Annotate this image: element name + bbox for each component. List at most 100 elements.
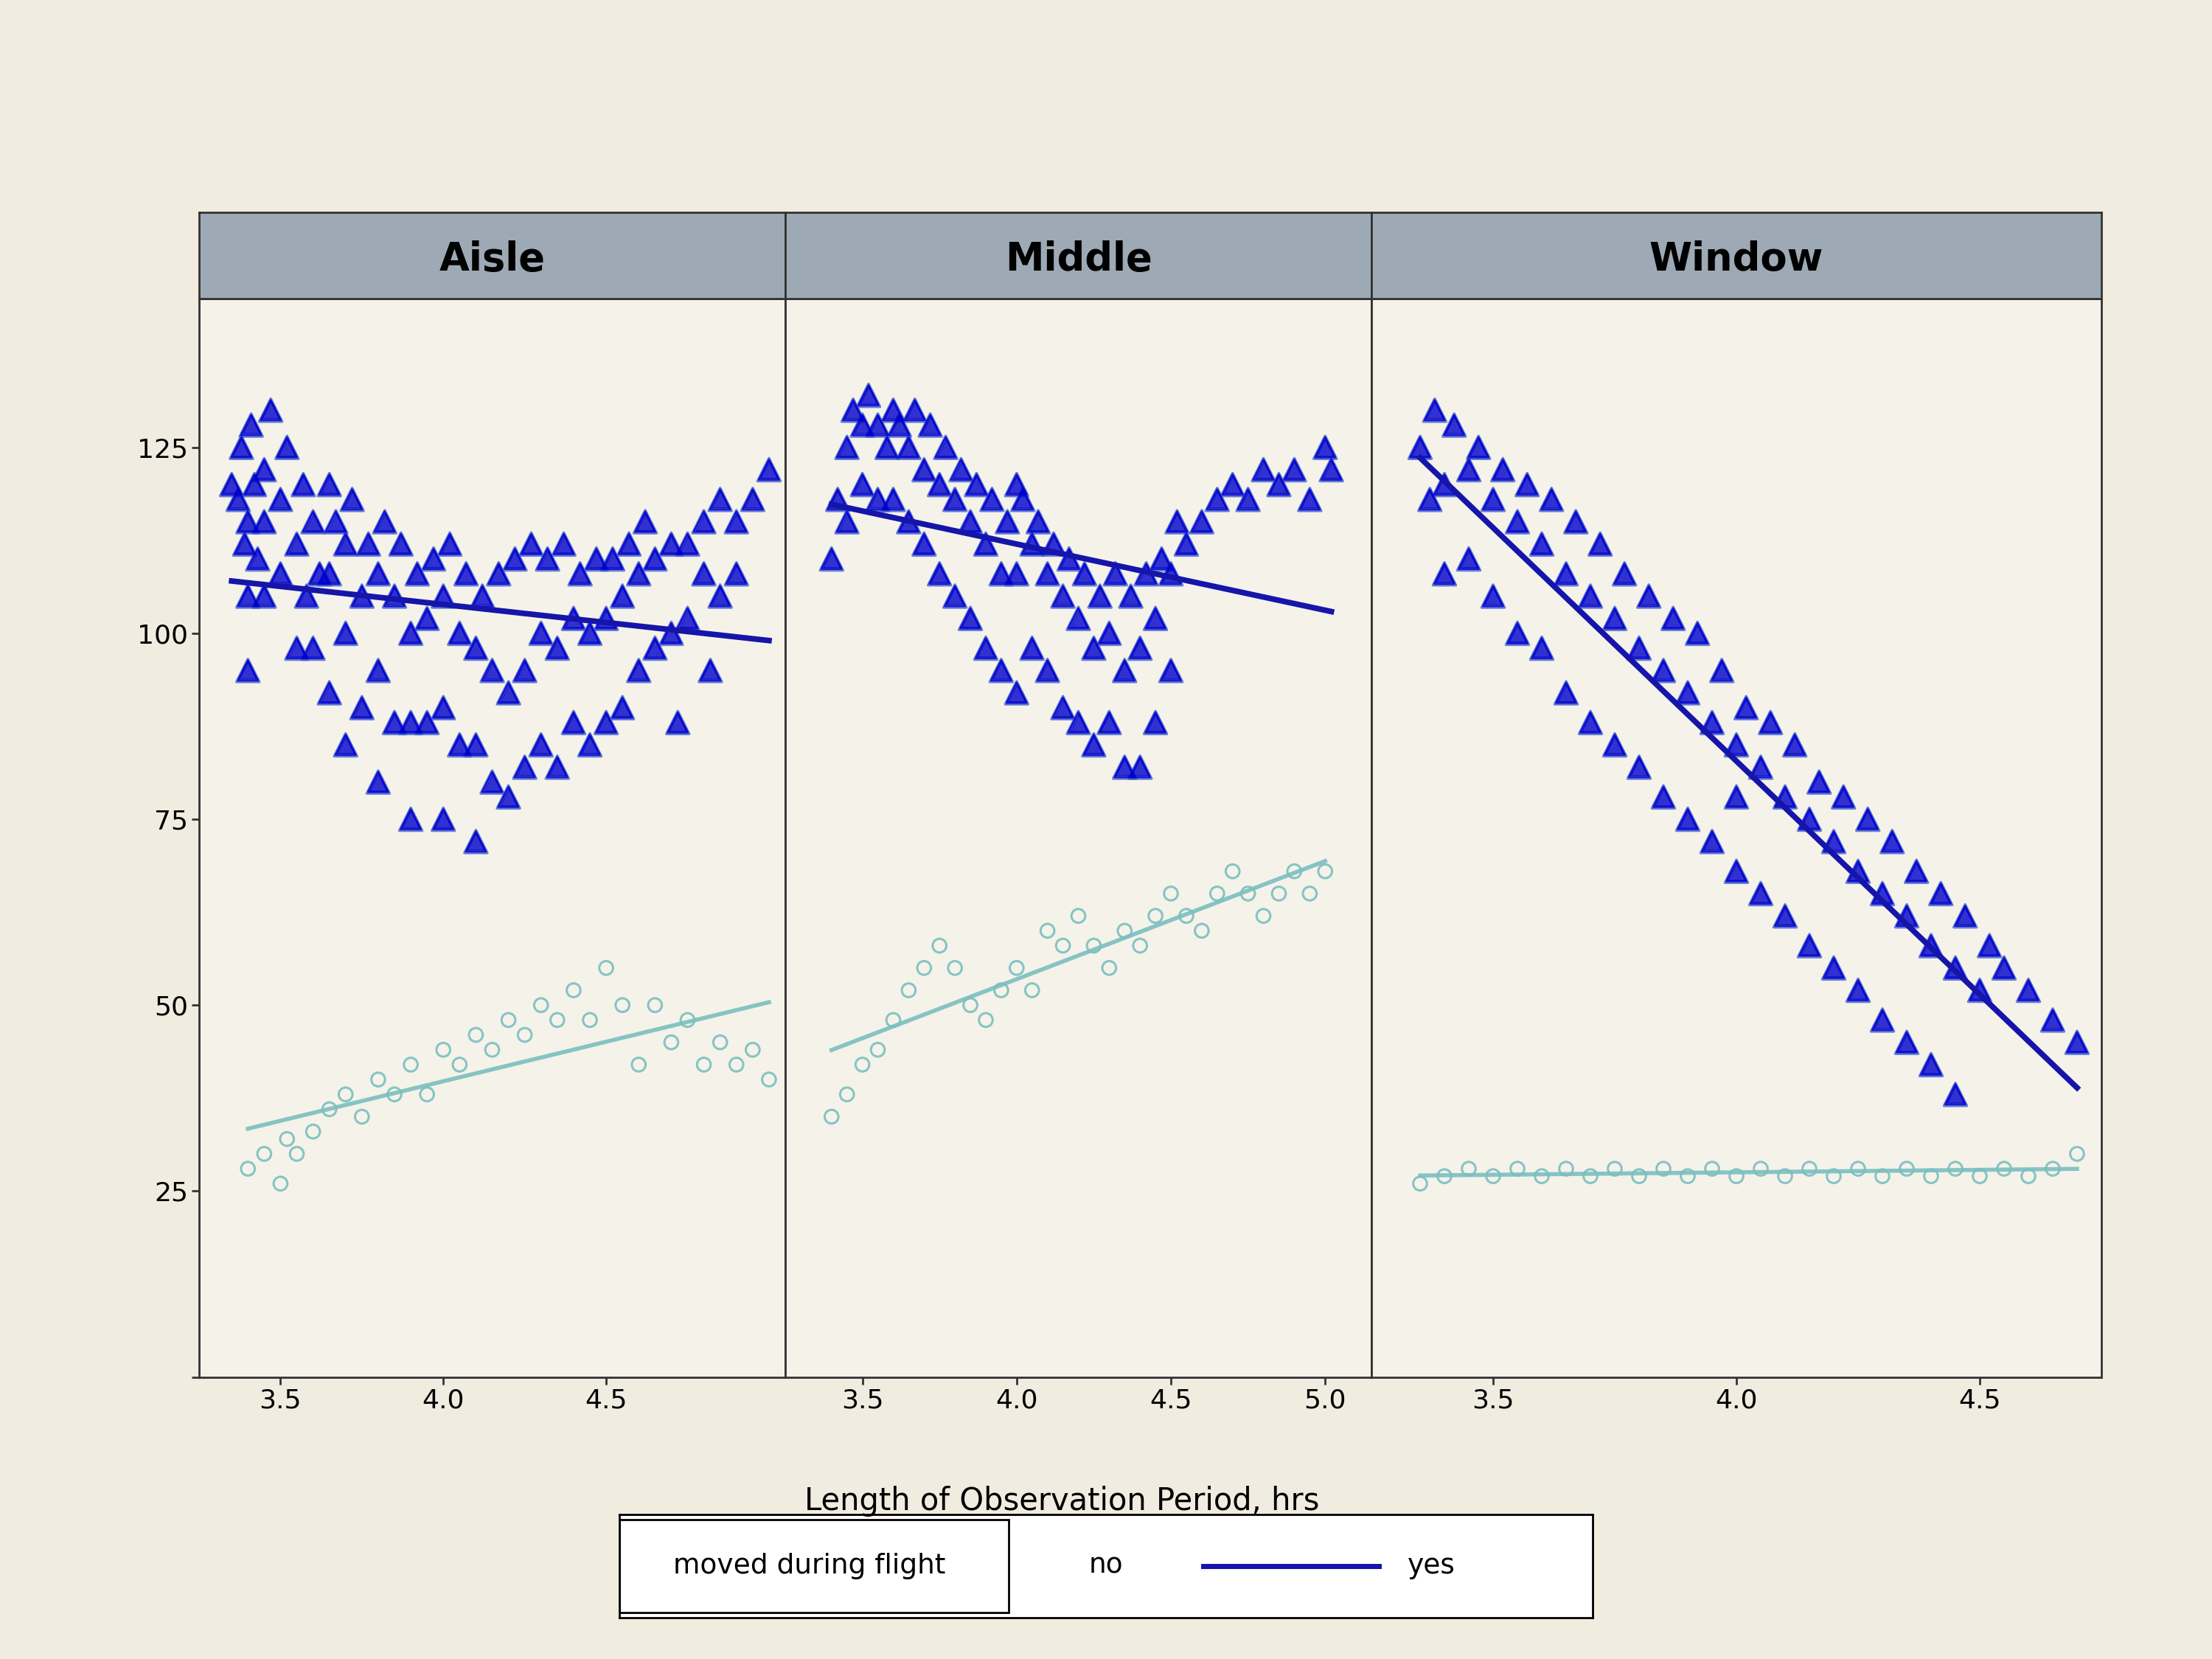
Point — [860, 411, 896, 438]
Point — [852, 382, 887, 408]
Point — [1500, 508, 1535, 534]
Point — [719, 508, 754, 534]
Point — [301, 561, 336, 587]
Point — [876, 486, 911, 513]
Point — [573, 732, 608, 758]
Point — [1484, 456, 1520, 483]
Point — [416, 546, 451, 572]
Point — [361, 561, 396, 587]
Point — [1913, 932, 1949, 959]
Point — [719, 561, 754, 587]
Point — [1889, 1155, 1924, 1181]
Point — [2035, 1007, 2070, 1034]
Point — [409, 1082, 445, 1108]
Point — [876, 1007, 911, 1034]
Point — [1183, 508, 1219, 534]
Point — [1719, 858, 1754, 884]
Point — [588, 606, 624, 632]
Point — [1938, 954, 1973, 980]
Point — [830, 508, 865, 534]
Point — [703, 582, 739, 609]
Point — [491, 783, 526, 810]
Point — [1719, 1163, 1754, 1190]
Point — [345, 695, 380, 722]
Point — [1898, 858, 1933, 884]
Point — [1719, 783, 1754, 810]
Point — [1792, 1155, 1827, 1181]
Point — [969, 531, 1004, 557]
Point — [270, 435, 305, 461]
Point — [891, 435, 927, 461]
Point — [1840, 977, 1876, 1004]
Point — [836, 397, 872, 423]
Point — [1137, 710, 1172, 737]
Point — [367, 508, 403, 534]
Point — [989, 508, 1024, 534]
Point — [1719, 783, 1754, 810]
Point — [1097, 561, 1133, 587]
Point — [876, 397, 911, 423]
Point — [1670, 806, 1705, 833]
Point — [1035, 531, 1071, 557]
Point — [1849, 806, 1885, 833]
Point — [442, 732, 478, 758]
Point — [1091, 710, 1126, 737]
Point — [969, 635, 1004, 662]
Point — [734, 486, 770, 513]
Point — [953, 606, 989, 632]
Point — [290, 582, 325, 609]
Point — [223, 435, 259, 461]
Point — [555, 977, 591, 1004]
Point — [1679, 620, 1714, 647]
Point — [425, 582, 460, 609]
Point — [312, 561, 347, 587]
Point — [1898, 858, 1933, 884]
Point — [345, 1103, 380, 1130]
Point — [1484, 456, 1520, 483]
Point — [555, 710, 591, 737]
Point — [1051, 546, 1086, 572]
Point — [752, 456, 787, 483]
Point — [1670, 806, 1705, 833]
Point — [1015, 635, 1051, 662]
Point — [498, 546, 533, 572]
Point — [860, 1037, 896, 1063]
Point — [1137, 710, 1172, 737]
Point — [1062, 606, 1097, 632]
Point — [312, 680, 347, 707]
Point — [383, 531, 418, 557]
Point — [319, 508, 354, 534]
Point — [442, 620, 478, 647]
Point — [1451, 456, 1486, 483]
Point — [1000, 954, 1035, 980]
Point — [1816, 828, 1851, 854]
Point — [637, 546, 672, 572]
Point — [1573, 1163, 1608, 1190]
Point — [1849, 806, 1885, 833]
Point — [234, 411, 270, 438]
Point — [1621, 635, 1657, 662]
Point — [2035, 1007, 2070, 1034]
Point — [670, 531, 706, 557]
Point — [1889, 1029, 1924, 1055]
Point — [907, 456, 942, 483]
Point — [573, 620, 608, 647]
Point — [719, 1052, 754, 1078]
Point — [1646, 1155, 1681, 1181]
Point — [1000, 561, 1035, 587]
Point — [1427, 561, 1462, 587]
Point — [394, 710, 429, 737]
Point — [223, 435, 259, 461]
Point — [361, 768, 396, 795]
Point — [703, 486, 739, 513]
Point — [622, 561, 657, 587]
Point — [334, 486, 369, 513]
Point — [1743, 881, 1778, 907]
Point — [327, 620, 363, 647]
Point — [914, 411, 949, 438]
Point — [540, 753, 575, 780]
Point — [1062, 710, 1097, 737]
Point — [1460, 435, 1495, 461]
Point — [580, 546, 615, 572]
Point — [907, 954, 942, 980]
